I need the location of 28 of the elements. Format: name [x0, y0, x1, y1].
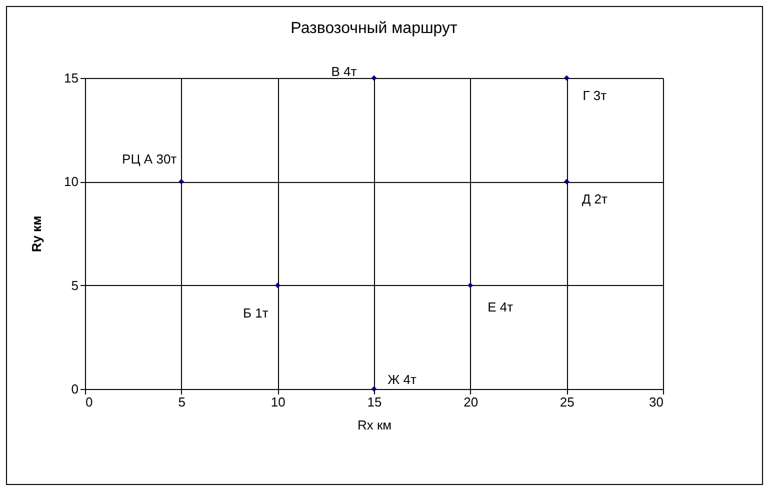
x-tick-label: 30 [649, 394, 664, 410]
x-tick-label: 20 [464, 394, 478, 410]
point [178, 178, 184, 184]
x-tick-label: 5 [178, 394, 186, 410]
x-tick-label: 15 [367, 394, 382, 410]
y-tick-label: 15 [64, 70, 78, 86]
annotation: Б 1т [243, 305, 268, 320]
annotation: Ж 4т [388, 372, 416, 387]
chart-title: Развозочный маршрут [290, 20, 458, 37]
point [468, 282, 474, 288]
x-tick-label: 10 [270, 394, 286, 410]
y-tick-label: 10 [64, 174, 78, 190]
point [564, 178, 570, 184]
x-tick-label: 0 [86, 394, 93, 410]
point [371, 75, 377, 81]
annotation: Е 4т [488, 299, 514, 314]
y-axis-title: Ry км [29, 216, 44, 252]
y-tick-label: 0 [71, 382, 78, 396]
point [564, 75, 570, 81]
annotation: Д 2т [582, 192, 608, 207]
x-axis-title: Rx км [357, 418, 392, 432]
x-tick-label: 25 [560, 394, 574, 410]
annotation: В 4т [331, 64, 357, 79]
point [371, 386, 377, 392]
annotation: РЦ А 30т [122, 152, 177, 167]
annotation: Г 3т [582, 88, 607, 103]
y-tick-label: 5 [71, 278, 78, 293]
point [274, 282, 280, 288]
